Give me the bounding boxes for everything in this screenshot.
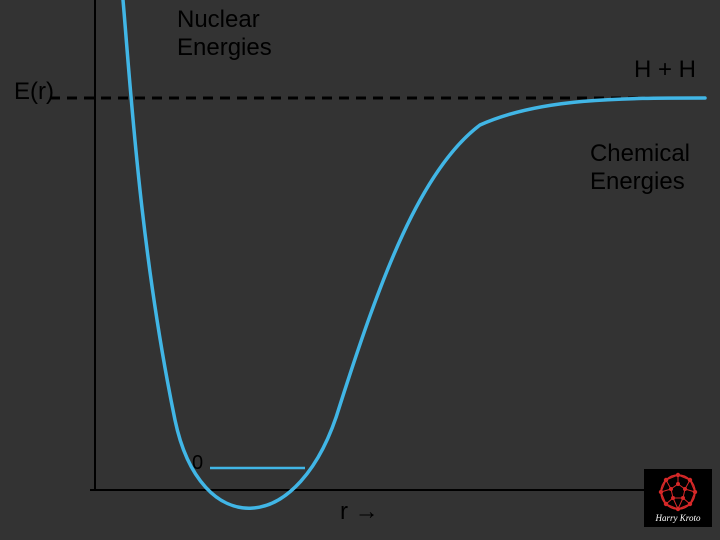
logo-text: Harry Kroto xyxy=(655,513,701,523)
h-plus-h-label: H + H xyxy=(634,56,696,84)
x-axis-label: r → xyxy=(340,498,379,526)
kroto-logo: Harry Kroto xyxy=(644,469,712,532)
chemical-energies-label: Chemical Energies xyxy=(590,140,690,195)
slide-background xyxy=(0,0,720,540)
title-top-label: Nuclear Energies xyxy=(177,6,272,61)
zero-label: 0 xyxy=(192,452,203,475)
y-axis-label: E(r) xyxy=(14,78,54,106)
plot-svg xyxy=(0,0,720,540)
slide: E(r) Nuclear Energies H + H Chemical Ene… xyxy=(0,0,720,540)
